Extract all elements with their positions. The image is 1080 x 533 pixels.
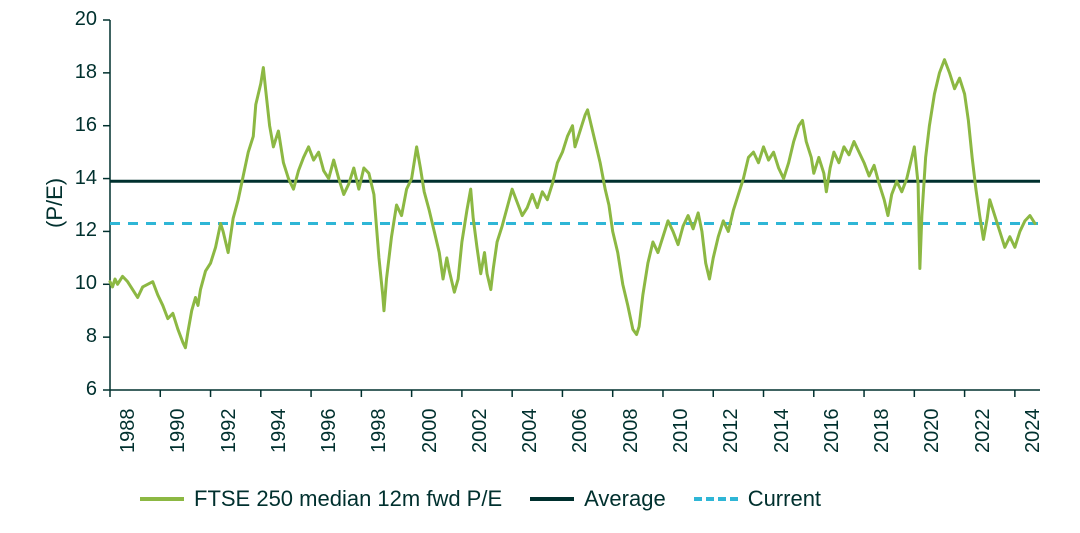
y-tick-label: 12 (63, 219, 97, 242)
x-tick-label: 1988 (117, 409, 140, 454)
x-tick-label: 1992 (218, 409, 241, 454)
x-tick-label: 1996 (318, 409, 341, 454)
y-tick-label: 8 (63, 325, 97, 348)
x-tick-label: 2004 (519, 409, 542, 454)
pe-chart: (P/E) 68101214161820 1988199019921994199… (0, 0, 1080, 533)
x-tick-label: 2016 (821, 409, 844, 454)
legend-label-ftse: FTSE 250 median 12m fwd P/E (194, 486, 502, 512)
legend-swatch-current (694, 497, 738, 501)
y-tick-label: 14 (63, 167, 97, 190)
x-tick-label: 1998 (368, 409, 391, 454)
x-tick-label: 2018 (871, 409, 894, 454)
x-tick-label: 2006 (569, 409, 592, 454)
chart-svg (0, 0, 1080, 533)
x-tick-label: 2010 (670, 409, 693, 454)
x-tick-label: 2012 (720, 409, 743, 454)
x-tick-label: 2002 (469, 409, 492, 454)
legend-item-current: Current (694, 486, 821, 512)
legend: FTSE 250 median 12m fwd P/E Average Curr… (140, 486, 821, 512)
y-tick-label: 20 (63, 8, 97, 31)
x-tick-label: 2008 (620, 409, 643, 454)
legend-label-current: Current (748, 486, 821, 512)
x-tick-label: 2000 (419, 409, 442, 454)
legend-label-average: Average (584, 486, 666, 512)
x-tick-label: 1994 (268, 409, 291, 454)
x-tick-label: 2014 (771, 409, 794, 454)
legend-swatch-ftse (140, 497, 184, 501)
x-tick-label: 2022 (972, 409, 995, 454)
x-tick-label: 1990 (167, 409, 190, 454)
x-tick-label: 2024 (1022, 409, 1045, 454)
legend-item-average: Average (530, 486, 666, 512)
x-tick-label: 2020 (921, 409, 944, 454)
legend-item-ftse: FTSE 250 median 12m fwd P/E (140, 486, 502, 512)
y-tick-label: 6 (63, 378, 97, 401)
y-tick-label: 10 (63, 272, 97, 295)
y-tick-label: 18 (63, 61, 97, 84)
y-tick-label: 16 (63, 114, 97, 137)
legend-swatch-average (530, 497, 574, 501)
